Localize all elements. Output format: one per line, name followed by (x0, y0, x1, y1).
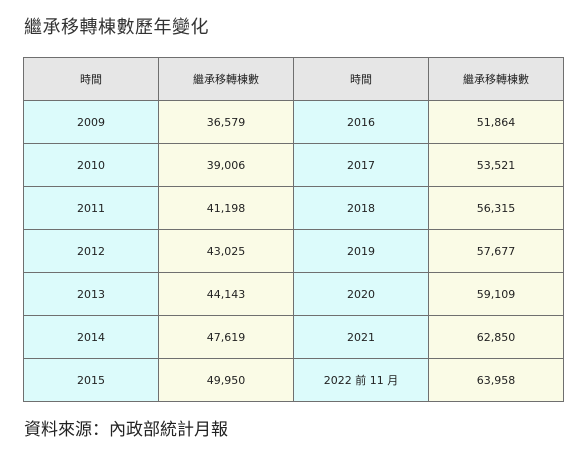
cell-time-left: 2010 (23, 143, 159, 187)
cell-time-right: 2019 (293, 229, 429, 273)
cell-time-right: 2017 (293, 143, 429, 187)
table-row: 2009 36,579 2016 51,864 (23, 100, 564, 144)
cell-time-right: 2021 (293, 315, 429, 359)
cell-time-right: 2020 (293, 272, 429, 316)
header-time-left: 時間 (23, 57, 159, 101)
cell-time-right: 2018 (293, 186, 429, 230)
table-row: 2010 39,006 2017 53,521 (23, 143, 564, 187)
cell-time-left: 2012 (23, 229, 159, 273)
header-count-left: 繼承移轉棟數 (158, 57, 294, 101)
cell-count-right: 56,315 (428, 186, 564, 230)
cell-count-left: 47,619 (158, 315, 294, 359)
cell-count-left: 44,143 (158, 272, 294, 316)
cell-time-left: 2011 (23, 186, 159, 230)
cell-count-left: 36,579 (158, 100, 294, 144)
table-row: 2015 49,950 2022 前 11 月 63,958 (23, 358, 564, 402)
cell-count-left: 41,198 (158, 186, 294, 230)
cell-time-left: 2015 (23, 358, 159, 402)
table-row: 2013 44,143 2020 59,109 (23, 272, 564, 316)
cell-time-left: 2013 (23, 272, 159, 316)
header-count-right: 繼承移轉棟數 (428, 57, 564, 101)
cell-time-right: 2016 (293, 100, 429, 144)
cell-count-right: 53,521 (428, 143, 564, 187)
table-row: 2011 41,198 2018 56,315 (23, 186, 564, 230)
cell-count-left: 39,006 (158, 143, 294, 187)
cell-count-right: 63,958 (428, 358, 564, 402)
cell-count-left: 49,950 (158, 358, 294, 402)
cell-count-right: 62,850 (428, 315, 564, 359)
cell-time-left: 2014 (23, 315, 159, 359)
table-row: 2014 47,619 2021 62,850 (23, 315, 564, 359)
cell-count-right: 57,677 (428, 229, 564, 273)
cell-count-right: 59,109 (428, 272, 564, 316)
table-header-row: 時間 繼承移轉棟數 時間 繼承移轉棟數 (23, 57, 564, 101)
table-row: 2012 43,025 2019 57,677 (23, 229, 564, 273)
cell-count-right: 51,864 (428, 100, 564, 144)
inheritance-transfer-table: 時間 繼承移轉棟數 時間 繼承移轉棟數 2009 36,579 2016 51,… (23, 57, 564, 402)
source-note: 資料來源：內政部統計月報 (24, 420, 228, 440)
header-time-right: 時間 (293, 57, 429, 101)
cell-count-left: 43,025 (158, 229, 294, 273)
cell-time-left: 2009 (23, 100, 159, 144)
cell-time-right: 2022 前 11 月 (293, 358, 429, 402)
page-title: 繼承移轉棟數歷年變化 (24, 17, 209, 38)
